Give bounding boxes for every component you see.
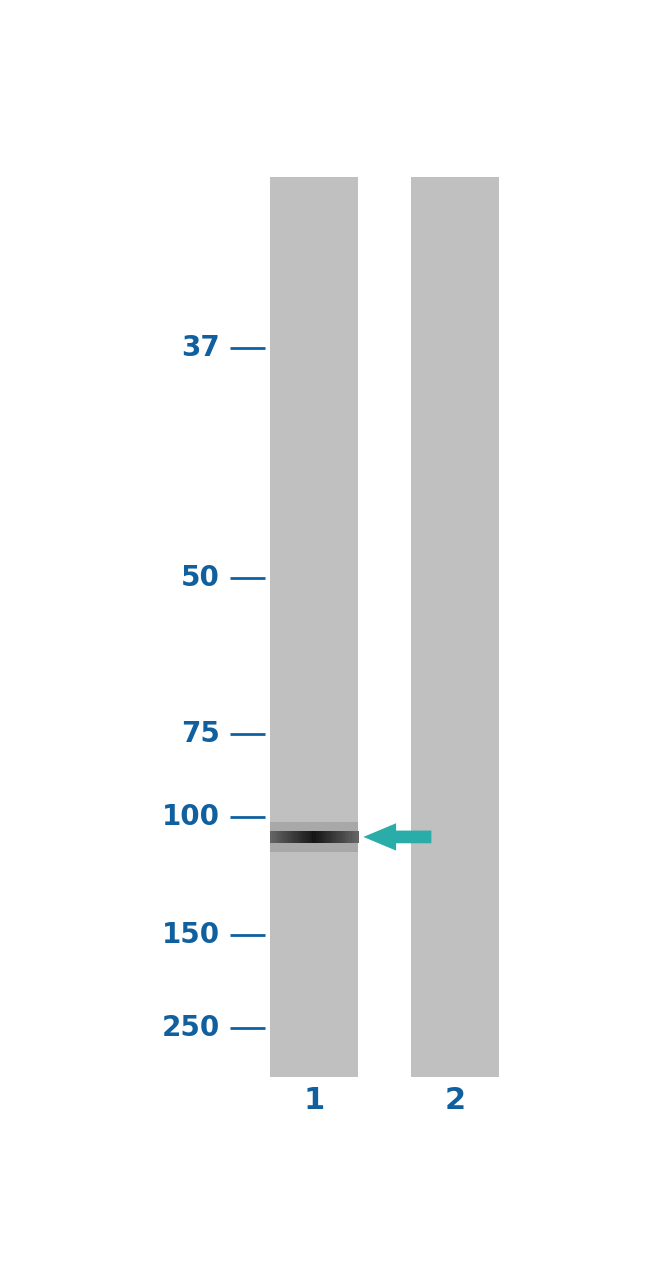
Bar [343, 831, 345, 843]
Bar [279, 831, 281, 843]
Text: 100: 100 [162, 804, 220, 832]
Bar [332, 831, 334, 843]
Bar [312, 831, 315, 843]
Bar [306, 831, 308, 843]
Bar [285, 831, 288, 843]
Bar [356, 831, 359, 843]
Text: 75: 75 [181, 720, 220, 748]
Bar [290, 831, 292, 843]
Bar [288, 831, 291, 843]
Bar [352, 831, 354, 843]
Bar [330, 831, 332, 843]
Bar [411, 177, 499, 1077]
Bar [354, 831, 356, 843]
Bar [274, 831, 277, 843]
Bar [307, 831, 310, 843]
Bar [272, 831, 275, 843]
Bar [310, 831, 312, 843]
Bar [281, 831, 283, 843]
Polygon shape [363, 823, 432, 851]
Text: 2: 2 [445, 1086, 465, 1115]
Bar [277, 831, 280, 843]
Bar [321, 831, 323, 843]
Bar [345, 831, 348, 843]
Bar [339, 831, 341, 843]
Bar [270, 177, 358, 1077]
Bar [294, 831, 297, 843]
Bar [325, 831, 328, 843]
Bar [334, 831, 337, 843]
Text: 1: 1 [304, 1086, 324, 1115]
Bar [336, 831, 339, 843]
Text: 50: 50 [181, 564, 220, 592]
Bar [347, 831, 350, 843]
Bar [296, 831, 299, 843]
Text: 250: 250 [162, 1013, 220, 1041]
Bar [270, 822, 358, 852]
Bar [341, 831, 343, 843]
Bar [350, 831, 352, 843]
Bar [270, 831, 272, 843]
Bar [317, 831, 319, 843]
Bar [323, 831, 326, 843]
Bar [299, 831, 301, 843]
Bar [318, 831, 321, 843]
Text: 150: 150 [162, 921, 220, 949]
Bar [301, 831, 304, 843]
Bar [303, 831, 306, 843]
Bar [328, 831, 330, 843]
Bar [292, 831, 294, 843]
Text: 37: 37 [181, 334, 220, 362]
Bar [314, 831, 317, 843]
Bar [283, 831, 286, 843]
